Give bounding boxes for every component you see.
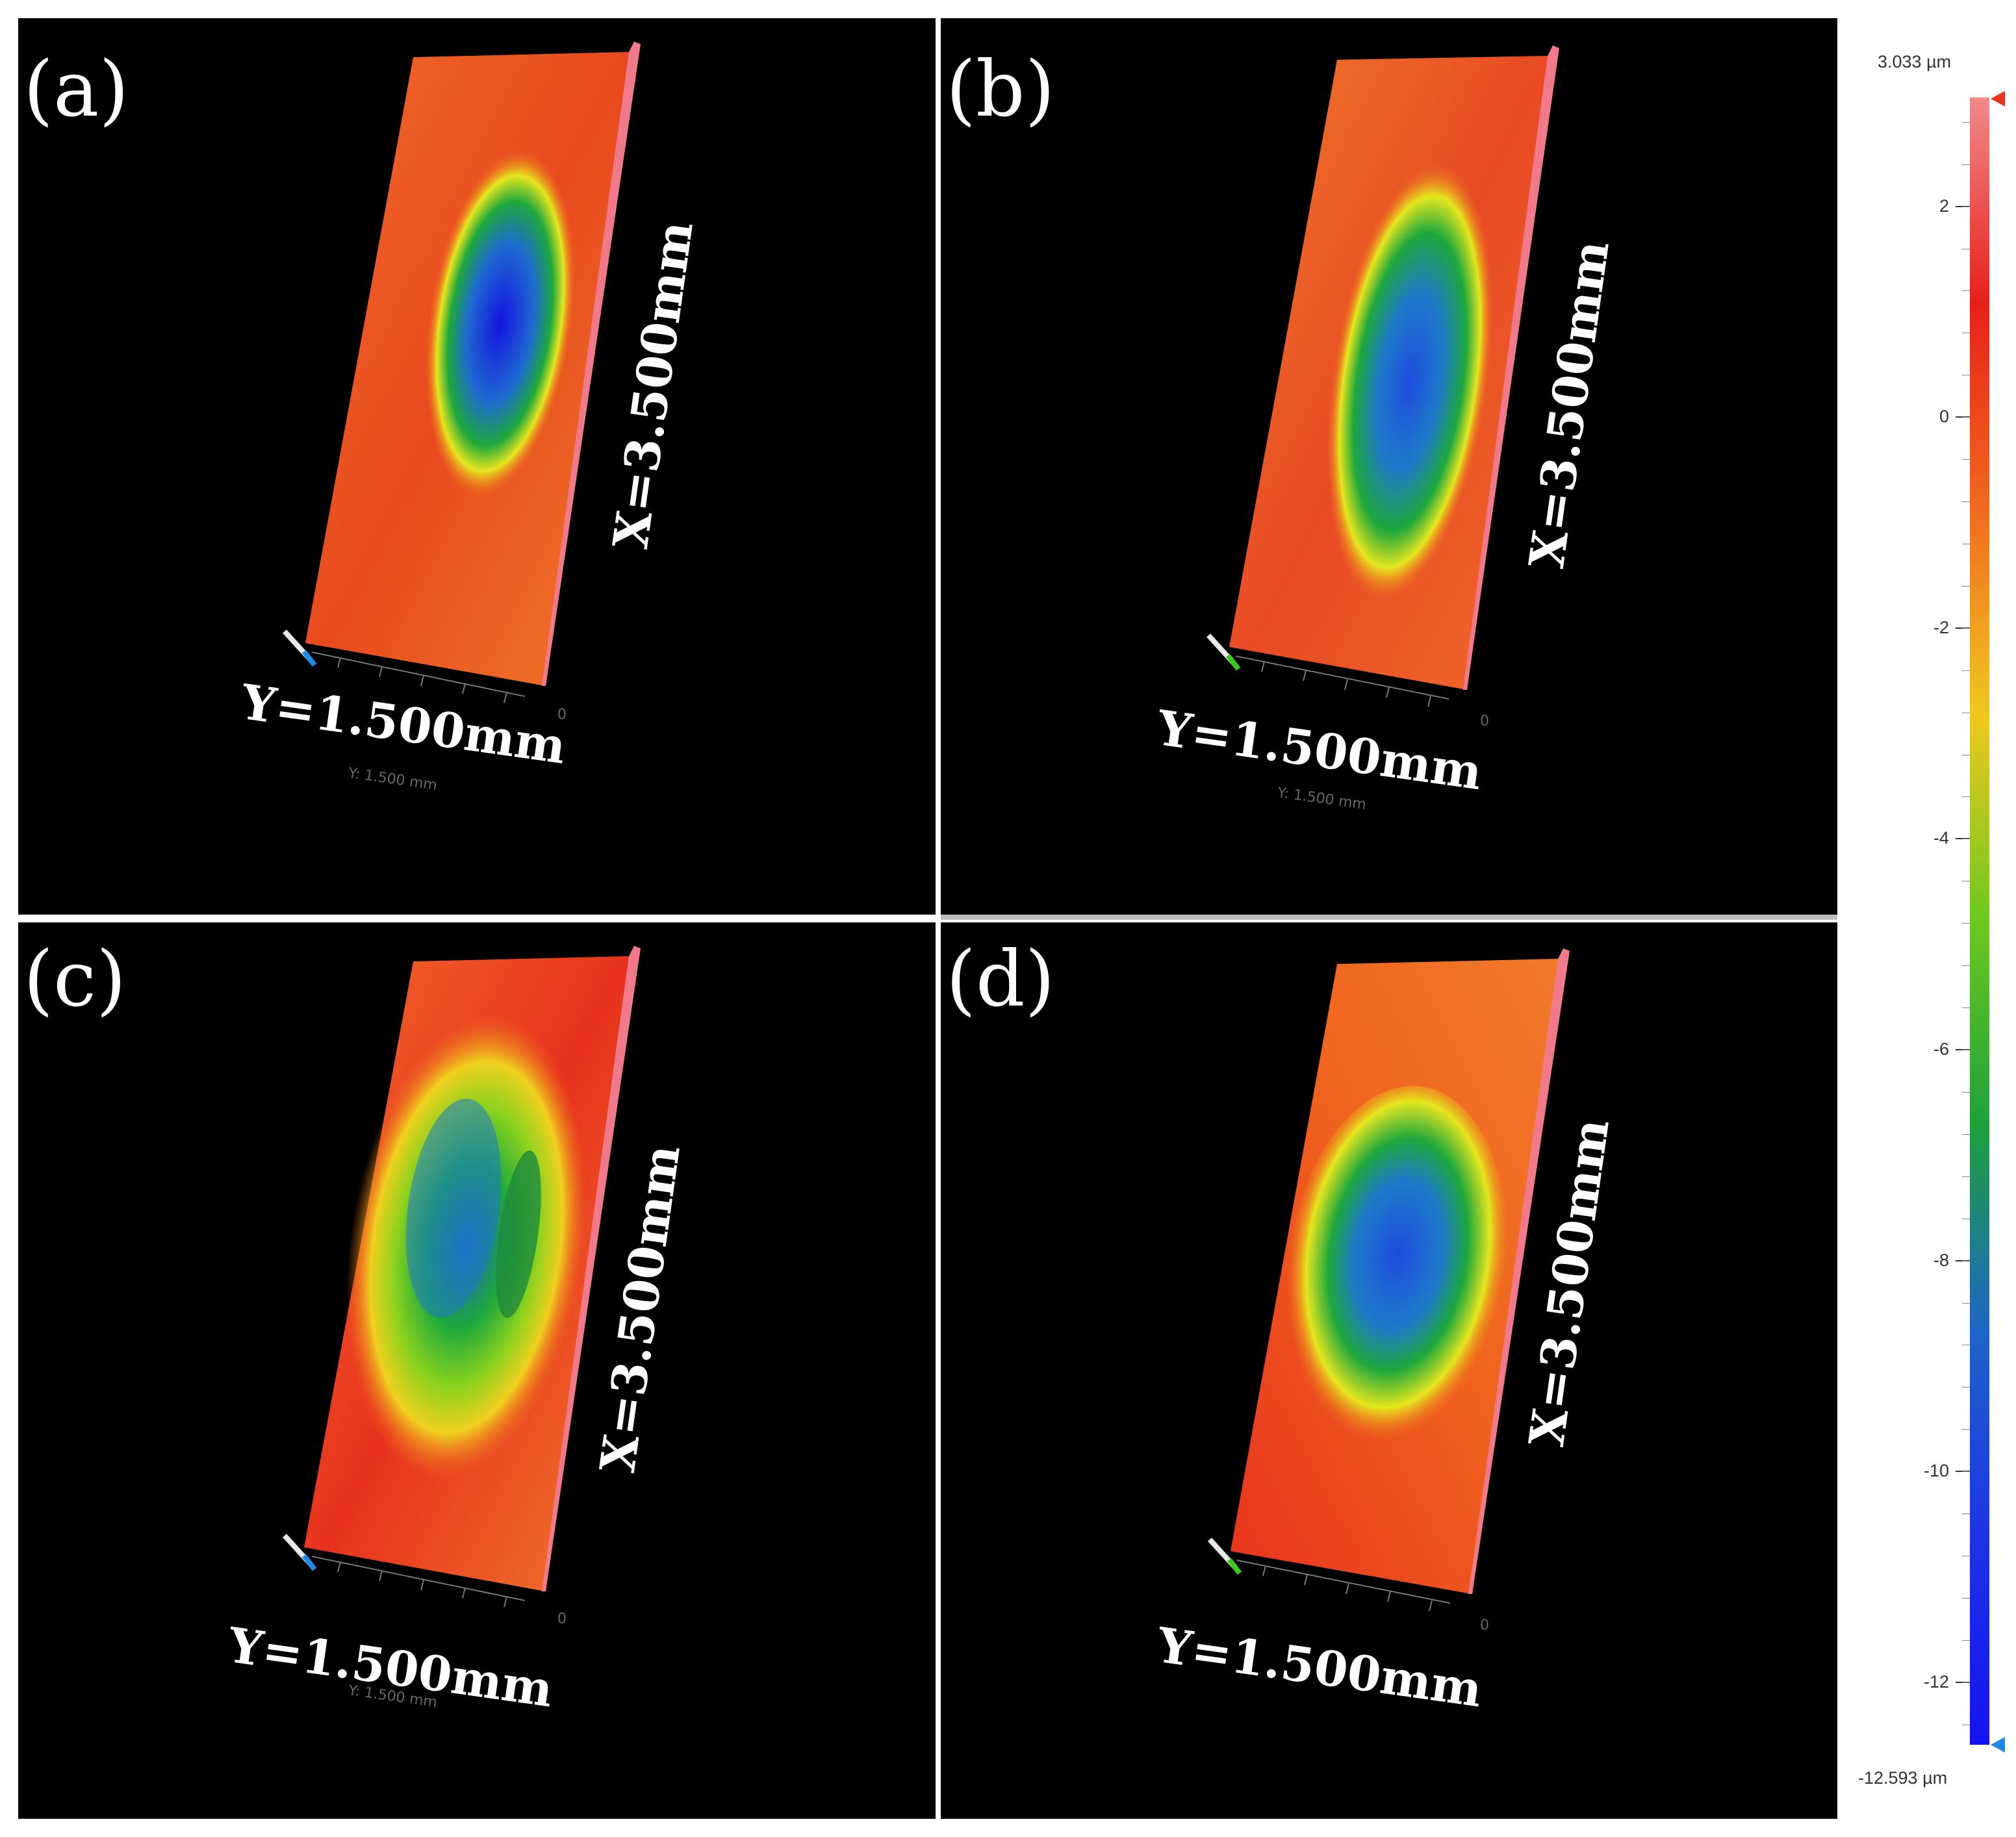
colorbar-minor-tick bbox=[1962, 1302, 1970, 1304]
tick-zero-a: 0 bbox=[557, 707, 567, 723]
colorbar: 3.033 µm 2 0 -2 -4 -6 -8 -10 -12 -12.593 µm bbox=[1852, 0, 2016, 1837]
colorbar-minor-tick bbox=[1962, 1176, 1970, 1177]
pit-b bbox=[1327, 162, 1493, 602]
colorbar-minor-tick bbox=[1962, 121, 1970, 123]
colorbar-minor-tick bbox=[1962, 459, 1970, 461]
colorbar-minor-tick bbox=[1962, 965, 1970, 967]
tick-zero-d: 0 bbox=[1480, 1617, 1489, 1634]
colorbar-minor-tick bbox=[1962, 1429, 1970, 1430]
tick-zero-b: 0 bbox=[1480, 713, 1489, 729]
panel-label-a: (a) bbox=[23, 44, 129, 134]
surface-plot-a bbox=[283, 42, 641, 703]
colorbar-tick-label: -2 bbox=[1933, 617, 1949, 637]
pit-c-right bbox=[496, 1150, 541, 1318]
colorbar-minor-tick bbox=[1962, 670, 1970, 671]
colorbar-tick-label: -10 bbox=[1923, 1461, 1949, 1481]
axis-ticks-a bbox=[311, 652, 526, 703]
surface-edge-b bbox=[1463, 45, 1559, 690]
colorbar-max-marker bbox=[1991, 91, 2005, 107]
colorbar-tick-label: 0 bbox=[1939, 407, 1949, 427]
colorbar-minor-tick bbox=[1962, 501, 1970, 503]
axis-ticks-d bbox=[1236, 1560, 1451, 1612]
axis-ticks-b bbox=[1235, 655, 1449, 707]
axis-marker-b bbox=[1206, 633, 1241, 671]
colorbar-minor-tick bbox=[1962, 290, 1970, 292]
colorbar-max-label: 3.033 µm bbox=[1878, 52, 1952, 71]
colorbar-gradient bbox=[1970, 97, 1989, 1745]
surface-edge-d bbox=[1468, 948, 1570, 1594]
colorbar-minor-tick bbox=[1962, 1471, 1970, 1473]
colorbar-minor-tick bbox=[1962, 1682, 1970, 1683]
axis-marker-d bbox=[1208, 1538, 1242, 1575]
colorbar-min-label: -12.593 µm bbox=[1858, 1768, 1948, 1788]
tick-zero-c: 0 bbox=[557, 1611, 567, 1627]
surface-plot-b bbox=[1206, 45, 1559, 707]
panel-d: (d) X=3.500mm Y=1.500mm 0 bbox=[941, 922, 1837, 1819]
colorbar-minor-tick bbox=[1962, 585, 1970, 587]
colorbar-tick-label: -6 bbox=[1933, 1039, 1949, 1059]
surface-edge-a bbox=[542, 42, 641, 686]
colorbar-tick-label: 2 bbox=[1939, 196, 1949, 216]
panel-a: (a) X=3.500mm Y=1.500mm Y: 1.500 mm 0 bbox=[18, 18, 936, 915]
surface-edge-c bbox=[542, 946, 641, 1591]
colorbar-tick-label: -12 bbox=[1923, 1671, 1949, 1691]
pit-a bbox=[425, 149, 576, 498]
colorbar-min-marker bbox=[1991, 1737, 2005, 1753]
divider-line bbox=[941, 915, 1837, 920]
colorbar-minor-tick bbox=[1962, 164, 1970, 165]
colorbar-minor-tick bbox=[1962, 417, 1970, 418]
colorbar-tick-label: -8 bbox=[1933, 1250, 1949, 1270]
panel-label-d: (d) bbox=[946, 934, 1055, 1024]
colorbar-minor-tick bbox=[1962, 1640, 1970, 1641]
panel-label-b: (b) bbox=[946, 44, 1055, 134]
panel-label-c: (c) bbox=[23, 934, 127, 1024]
surface-plot-d bbox=[1208, 948, 1570, 1612]
axis-marker-c bbox=[283, 1534, 317, 1571]
pit-d bbox=[1282, 1085, 1509, 1461]
colorbar-minor-tick bbox=[1962, 1007, 1970, 1009]
colorbar-minor-tick bbox=[1962, 1091, 1970, 1093]
colorbar-minor-tick bbox=[1962, 627, 1970, 629]
colorbar-tick-label: -4 bbox=[1933, 828, 1949, 848]
pit-c-left bbox=[405, 1098, 502, 1318]
panel-b: (b) X=3.500mm Y=1.500mm Y: 1.500 mm 0 bbox=[941, 18, 1837, 915]
colorbar-minor-tick bbox=[1962, 923, 1970, 924]
surface-plot-c bbox=[283, 946, 641, 1608]
axis-marker-a bbox=[283, 629, 317, 667]
panel-c: (c) X=3.500mm Y=1.500mm Y: 1.500 mm 0 bbox=[18, 922, 936, 1819]
colorbar-minor-tick bbox=[1962, 796, 1970, 798]
colorbar-minor-tick bbox=[1962, 1134, 1970, 1135]
colorbar-minor-tick bbox=[1962, 1597, 1970, 1599]
axis-ticks-c bbox=[311, 1556, 526, 1608]
